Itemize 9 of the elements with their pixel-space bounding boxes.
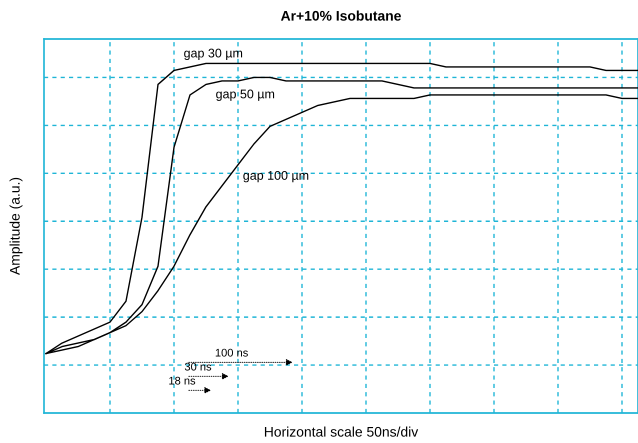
chart-title: Ar+10% Isobutane xyxy=(280,10,401,21)
y-axis-title: Amplitude (a.u.) xyxy=(10,178,22,275)
series-label: gap 50 µm xyxy=(216,90,274,101)
annotation: 18 ns xyxy=(169,376,196,385)
series-label: gap 100 µm xyxy=(243,170,308,182)
x-axis-title: Horizontal scale 50ns/div xyxy=(264,426,418,437)
annotation: 100 ns xyxy=(216,348,248,357)
annotation: 30 ns xyxy=(184,362,212,371)
series-label: gap 30 µm xyxy=(184,48,242,60)
